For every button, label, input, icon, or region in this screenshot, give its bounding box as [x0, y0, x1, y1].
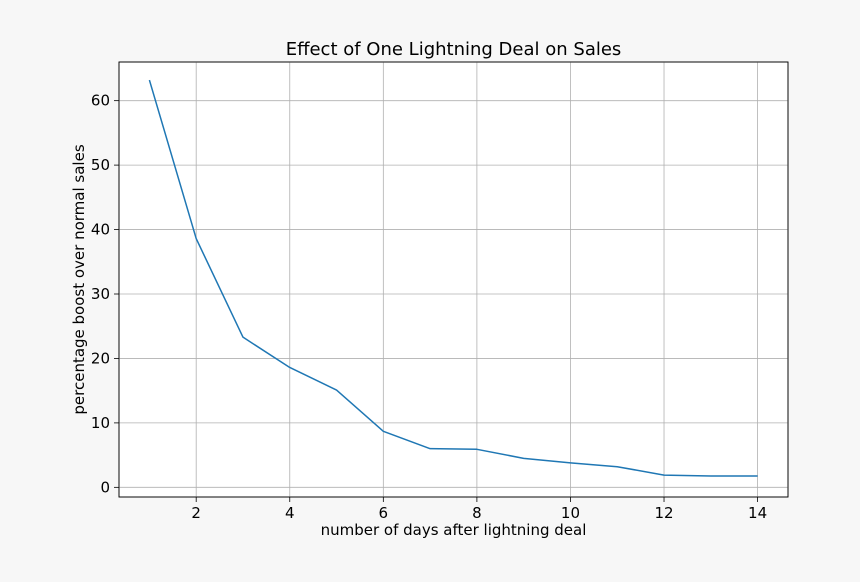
chart-title: Effect of One Lightning Deal on Sales — [286, 39, 622, 60]
y-tick-label: 10 — [91, 414, 110, 432]
x-axis-ticks: 2 4 6 8 10 12 14 — [191, 497, 767, 522]
y-tick-label: 30 — [91, 285, 110, 303]
x-tick-label: 10 — [561, 504, 580, 522]
axes-background — [119, 62, 788, 497]
x-tick-label: 2 — [191, 504, 201, 522]
y-tick-label: 60 — [91, 92, 110, 110]
x-tick-label: 8 — [472, 504, 482, 522]
x-tick-label: 6 — [379, 504, 389, 522]
x-tick-label: 12 — [654, 504, 673, 522]
y-tick-label: 20 — [91, 349, 110, 367]
y-tick-label: 50 — [91, 156, 110, 174]
y-axis-label: percentage boost over normal sales — [70, 144, 88, 414]
y-axis-ticks: 0 10 20 30 40 50 60 — [91, 92, 119, 497]
x-tick-label: 14 — [748, 504, 767, 522]
y-tick-label: 0 — [100, 478, 110, 496]
x-tick-label: 4 — [285, 504, 295, 522]
y-tick-label: 40 — [91, 221, 110, 239]
x-axis-label: number of days after lightning deal — [321, 521, 587, 539]
